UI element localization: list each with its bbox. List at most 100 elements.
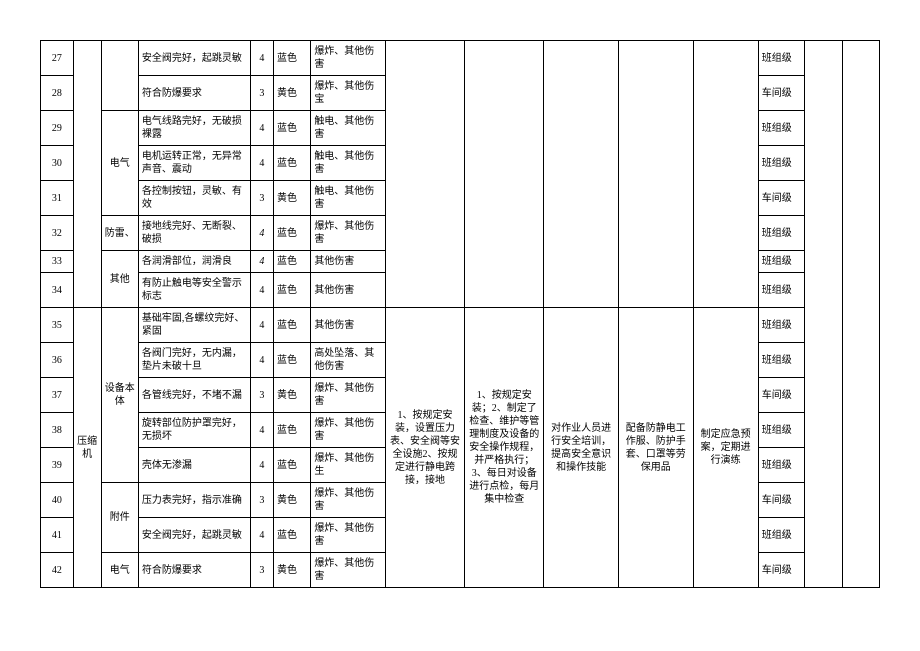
desc-cell: 符合防爆要求 <box>138 76 250 111</box>
hazard-cell: 其他伤害 <box>311 251 386 273</box>
m2-cell <box>465 41 544 308</box>
level-cell: 班组级 <box>758 273 805 308</box>
level-cell: 车间级 <box>758 181 805 216</box>
equipment-cell: 压缩机 <box>73 308 101 588</box>
hazard-cell: 触电、其他伤害 <box>311 146 386 181</box>
color-cell: 蓝色 <box>274 251 311 273</box>
row-number: 33 <box>41 251 74 273</box>
empty-cell <box>842 41 879 588</box>
desc-cell: 安全阀完好，起跳灵敏 <box>138 518 250 553</box>
row-number: 36 <box>41 343 74 378</box>
category-cell <box>101 41 138 111</box>
category-cell: 附件 <box>101 483 138 553</box>
value-cell: 3 <box>250 378 273 413</box>
category-cell: 设备本体 <box>101 308 138 483</box>
hazard-cell: 爆炸、其他伤害 <box>311 378 386 413</box>
level-cell: 车间级 <box>758 378 805 413</box>
desc-cell: 有防止触电等安全警示标志 <box>138 273 250 308</box>
value-cell: 4 <box>250 251 273 273</box>
category-cell: 电气 <box>101 553 138 588</box>
table-row: 35压缩机设备本体基础牢固,各螺纹完好、紧固4蓝色其他伤害1、按规定安装，设置压… <box>41 308 880 343</box>
m3-cell: 对作业人员进行安全培训，提高安全意识和操作技能 <box>544 308 619 588</box>
value-cell: 4 <box>250 448 273 483</box>
hazard-cell: 其他伤害 <box>311 273 386 308</box>
hazard-cell: 爆炸、其他伤害 <box>311 553 386 588</box>
color-cell: 蓝色 <box>274 413 311 448</box>
row-number: 28 <box>41 76 74 111</box>
color-cell: 蓝色 <box>274 273 311 308</box>
row-number: 27 <box>41 41 74 76</box>
desc-cell: 旋转部位防护罩完好，无损坏 <box>138 413 250 448</box>
value-cell: 3 <box>250 181 273 216</box>
m4-cell <box>618 41 693 308</box>
color-cell: 蓝色 <box>274 448 311 483</box>
desc-cell: 压力表完好，指示准确 <box>138 483 250 518</box>
m2-cell: 1、按规定安装；2、制定了检查、维护等管理制度及设备的安全操作规程，并严格执行；… <box>465 308 544 588</box>
value-cell: 4 <box>250 308 273 343</box>
level-cell: 班组级 <box>758 111 805 146</box>
table-row: 27安全阀完好，起跳灵敏4蓝色爆炸、其他伤害班组级 <box>41 41 880 76</box>
row-number: 38 <box>41 413 74 448</box>
hazard-cell: 触电、其他伤害 <box>311 111 386 146</box>
row-number: 39 <box>41 448 74 483</box>
color-cell: 蓝色 <box>274 216 311 251</box>
color-cell: 蓝色 <box>274 146 311 181</box>
value-cell: 4 <box>250 413 273 448</box>
value-cell: 3 <box>250 483 273 518</box>
value-cell: 4 <box>250 111 273 146</box>
value-cell: 3 <box>250 76 273 111</box>
risk-table: 27安全阀完好，起跳灵敏4蓝色爆炸、其他伤害班组级28符合防爆要求3黄色爆炸、其… <box>40 40 880 588</box>
desc-cell: 各润滑部位，润滑良 <box>138 251 250 273</box>
hazard-cell: 爆炸、其他伤害 <box>311 483 386 518</box>
m5-cell <box>693 41 758 308</box>
color-cell: 蓝色 <box>274 343 311 378</box>
desc-cell: 各阀门完好，无内漏，垫片未破十旦 <box>138 343 250 378</box>
desc-cell: 各管线完好，不堵不漏 <box>138 378 250 413</box>
desc-cell: 各控制按钮，灵敏、有效 <box>138 181 250 216</box>
row-number: 32 <box>41 216 74 251</box>
color-cell: 黄色 <box>274 553 311 588</box>
color-cell: 黄色 <box>274 483 311 518</box>
hazard-cell: 爆炸、其他伤生 <box>311 448 386 483</box>
value-cell: 4 <box>250 518 273 553</box>
hazard-cell: 爆炸、其他伤害 <box>311 41 386 76</box>
m5-cell: 制定应急预案，定期进行演练 <box>693 308 758 588</box>
color-cell: 黄色 <box>274 181 311 216</box>
m3-cell <box>544 41 619 308</box>
level-cell: 班组级 <box>758 308 805 343</box>
hazard-cell: 爆炸、其他伤害 <box>311 216 386 251</box>
value-cell: 4 <box>250 343 273 378</box>
category-cell: 其他 <box>101 251 138 308</box>
hazard-cell: 其他伤害 <box>311 308 386 343</box>
desc-cell: 符合防爆要求 <box>138 553 250 588</box>
row-number: 37 <box>41 378 74 413</box>
desc-cell: 电气线路完好，无破损裸露 <box>138 111 250 146</box>
row-number: 31 <box>41 181 74 216</box>
m1-cell <box>385 41 464 308</box>
m4-cell: 配备防静电工作服、防护手套、口罩等劳保用品 <box>618 308 693 588</box>
desc-cell: 基础牢固,各螺纹完好、紧固 <box>138 308 250 343</box>
level-cell: 班组级 <box>758 216 805 251</box>
level-cell: 车间级 <box>758 76 805 111</box>
hazard-cell: 爆炸、其他伤害 <box>311 413 386 448</box>
row-number: 41 <box>41 518 74 553</box>
value-cell: 4 <box>250 146 273 181</box>
level-cell: 车间级 <box>758 553 805 588</box>
equipment-cell <box>73 41 101 308</box>
color-cell: 蓝色 <box>274 308 311 343</box>
row-number: 29 <box>41 111 74 146</box>
hazard-cell: 爆炸、其他伤害 <box>311 518 386 553</box>
value-cell: 4 <box>250 216 273 251</box>
level-cell: 班组级 <box>758 518 805 553</box>
row-number: 34 <box>41 273 74 308</box>
level-cell: 班组级 <box>758 251 805 273</box>
color-cell: 黄色 <box>274 378 311 413</box>
desc-cell: 电机运转正常，无异常声音、震动 <box>138 146 250 181</box>
value-cell: 4 <box>250 273 273 308</box>
row-number: 40 <box>41 483 74 518</box>
hazard-cell: 触电、其他伤害 <box>311 181 386 216</box>
category-cell: 电气 <box>101 111 138 216</box>
level-cell: 班组级 <box>758 146 805 181</box>
desc-cell: 接地线完好、无断裂、破损 <box>138 216 250 251</box>
color-cell: 蓝色 <box>274 41 311 76</box>
